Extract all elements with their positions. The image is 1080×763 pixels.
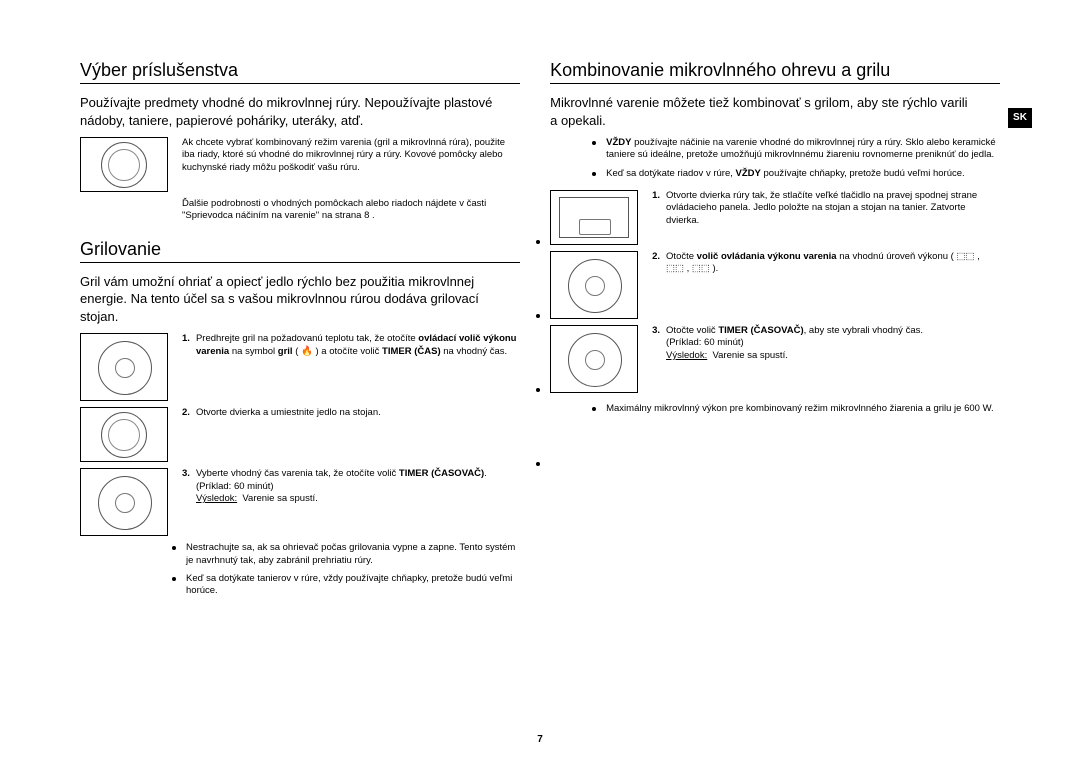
combi-step-3: 3. Otočte volič TIMER (ČASOVAČ), aby ste… <box>550 325 1000 393</box>
step-text: Otvorte dvierka a umiestnite jedlo na st… <box>196 407 381 419</box>
timer-dial-icon <box>80 468 168 536</box>
bullet-icon <box>592 141 596 145</box>
step-text: Otvorte dvierka rúry tak, že stlačíte ve… <box>666 190 1000 227</box>
combi-step-1: 1. Otvorte dvierka rúry tak, že stlačíte… <box>550 190 1000 245</box>
section-title-combi: Kombinovanie mikrovlnného ohrevu a grilu <box>550 60 1000 84</box>
accessory-block: Ak chcete vybrať kombinovaný režim varen… <box>80 137 520 192</box>
step-number: 3. <box>182 468 190 505</box>
step-number: 3. <box>652 325 660 362</box>
bullet-icon <box>172 546 176 550</box>
combi-step-2: 2. Otočte volič ovládania výkonu varenia… <box>550 251 1000 319</box>
grill-note-2: Keď sa dotýkate tanierov v rúre, vždy po… <box>172 573 520 598</box>
intro-combi: Mikrovlnné varenie môžete tiež kombinova… <box>550 94 1000 129</box>
step-number: 2. <box>652 251 660 276</box>
step-number: 2. <box>182 407 190 419</box>
combi-bullet-1: VŽDY používajte náčinie na varenie vhodn… <box>592 137 1000 162</box>
bullet-icon <box>592 172 596 176</box>
open-door-icon <box>80 407 168 462</box>
page-number: 7 <box>537 734 543 745</box>
right-column: SK Kombinovanie mikrovlnného ohrevu a gr… <box>550 60 1000 598</box>
power-dial-icon <box>550 251 638 319</box>
language-badge: SK <box>1008 108 1032 128</box>
left-column: Výber príslušenstva Používajte predmety … <box>80 60 520 598</box>
section-title-accessories: Výber príslušenstva <box>80 60 520 84</box>
step-number: 1. <box>182 333 190 358</box>
step-text: Predhrejte gril na požadovanú teplotu ta… <box>196 333 520 358</box>
timer-dial-icon <box>550 325 638 393</box>
grill-step-1: 1. Predhrejte gril na požadovanú teplotu… <box>80 333 520 401</box>
combi-footnote: Maximálny mikrovlnný výkon pre kombinova… <box>592 403 1000 415</box>
step-text: Otočte volič ovládania výkonu varenia na… <box>666 251 1000 276</box>
bullet-icon <box>592 407 596 411</box>
combi-bullet-2: Keď sa dotýkate riadov v rúre, VŽDY použ… <box>592 168 1000 180</box>
turntable-icon <box>80 137 168 192</box>
power-dial-icon <box>80 333 168 401</box>
accessory-note: Ak chcete vybrať kombinovaný režim varen… <box>182 137 520 174</box>
step-text: Vyberte vhodný čas varenia tak, že otočí… <box>196 468 487 505</box>
section-title-grill: Grilovanie <box>80 239 520 263</box>
grill-step-2: 2. Otvorte dvierka a umiestnite jedlo na… <box>80 407 520 462</box>
intro-accessories: Používajte predmety vhodné do mikrovlnne… <box>80 94 520 129</box>
bullet-icon <box>172 577 176 581</box>
accessory-footnote: Ďalšie podrobnosti o vhodných pomôckach … <box>182 198 520 223</box>
grill-note-1: Nestrachujte sa, ak sa ohrievač počas gr… <box>172 542 520 567</box>
step-text: Otočte volič TIMER (ČASOVAČ), aby ste vy… <box>666 325 923 362</box>
oven-interior-icon <box>550 190 638 245</box>
column-separator-dots <box>536 240 540 466</box>
grill-step-3: 3. Vyberte vhodný čas varenia tak, že ot… <box>80 468 520 536</box>
step-number: 1. <box>652 190 660 227</box>
intro-grill: Gril vám umožní ohriať a opiecť jedlo rý… <box>80 273 520 326</box>
